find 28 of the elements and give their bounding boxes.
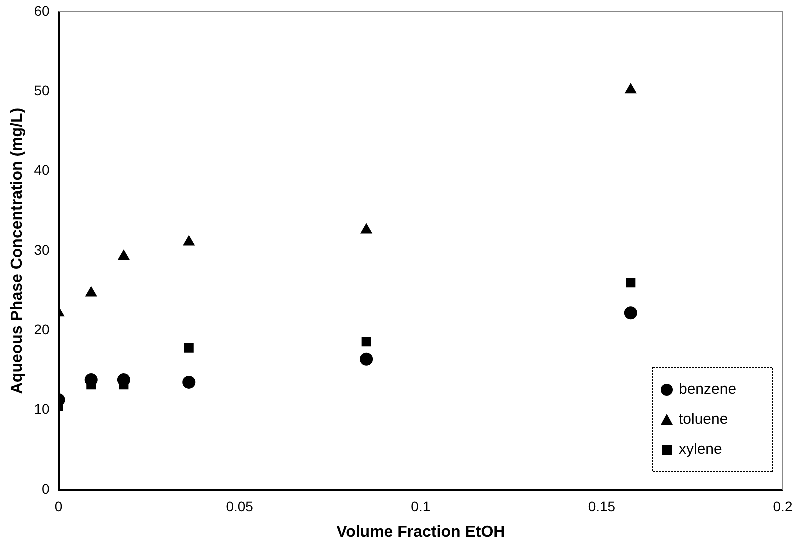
point: [360, 224, 372, 234]
point: [86, 286, 98, 297]
x-tick-label: 0.1: [411, 498, 431, 514]
legend-label: toluene: [679, 411, 728, 428]
x-tick-label: 0.2: [773, 498, 793, 514]
y-tick-label: 20: [34, 322, 50, 338]
point: [182, 376, 196, 389]
point: [362, 337, 372, 347]
y-tick-label: 0: [42, 480, 50, 497]
point: [625, 84, 637, 94]
point: [626, 278, 636, 288]
y-tick-label: 60: [34, 2, 50, 19]
y-tick-label: 30: [34, 242, 50, 258]
point: [118, 250, 130, 260]
y-tick-label: 50: [34, 82, 50, 99]
point: [360, 352, 374, 366]
point: [183, 236, 195, 246]
x-axis-title: Volume Fraction EtOH: [336, 524, 506, 541]
y-tick-label: 10: [34, 401, 50, 418]
x-tick-label: 0.15: [588, 498, 616, 514]
y-tick-label: 40: [34, 162, 50, 178]
point: [624, 306, 638, 320]
legend-label: xylene: [679, 441, 722, 458]
x-tick-label: 0: [54, 498, 63, 514]
point: [184, 343, 194, 353]
x-tick-label: 0.05: [226, 498, 254, 514]
y-axis-title: Aqueous Phase Concentration (mg/L): [9, 108, 26, 394]
legend-label: benzene: [679, 381, 737, 398]
